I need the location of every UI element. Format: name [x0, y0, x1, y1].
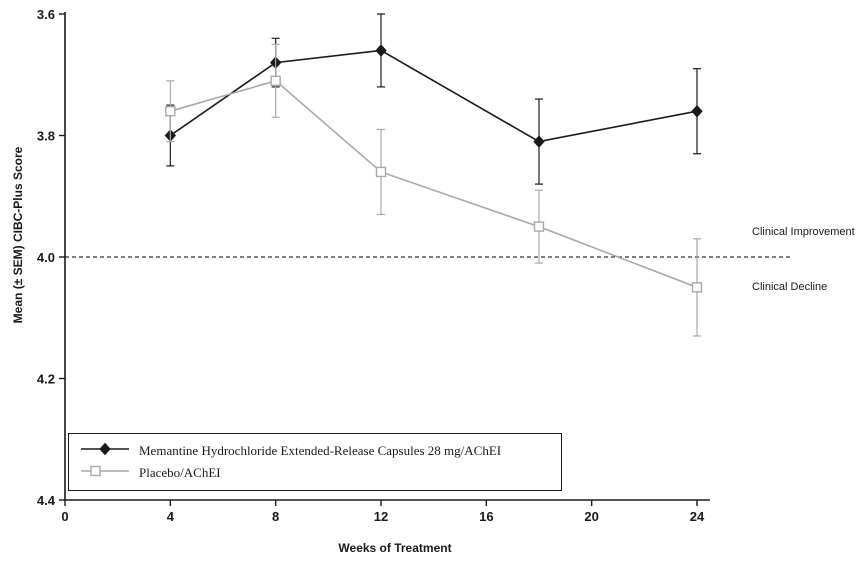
x-tick-label: 20: [584, 509, 598, 524]
clinical-decline-label: Clinical Decline: [752, 281, 828, 293]
clinical-improvement-label: Clinical Improvement: [752, 226, 855, 238]
y-tick-label: 4.4: [37, 493, 56, 508]
legend-item-memantine: Memantine Hydrochloride Extended-Release…: [79, 442, 561, 460]
legend-label-placebo: Placebo/AChEI: [139, 465, 221, 480]
x-tick-label: 4: [167, 509, 175, 524]
y-tick-label: 3.6: [37, 7, 55, 22]
legend-label-memantine: Memantine Hydrochloride Extended-Release…: [139, 443, 502, 458]
y-tick-label: 3.8: [37, 129, 55, 144]
x-tick-label: 16: [479, 509, 493, 524]
x-tick-label: 12: [374, 509, 388, 524]
x-tick-label: 8: [272, 509, 279, 524]
square-marker: [691, 282, 703, 293]
legend-sample-svg: [81, 465, 129, 476]
y-tick-label: 4.2: [37, 372, 55, 387]
legend-sample-svg: [81, 442, 129, 455]
diamond-marker: [533, 135, 545, 148]
x-tick-label: 24: [690, 509, 705, 524]
x-axis-title: Weeks of Treatment: [338, 541, 452, 555]
square-marker: [165, 105, 176, 117]
x-tick-label: 0: [61, 509, 68, 524]
y-axis-title: Mean (± SEM) CIBC-Plus Score: [11, 146, 25, 324]
placebo-line-sample-icon: [79, 463, 131, 484]
square-marker: [375, 166, 387, 178]
square-marker: [270, 75, 281, 87]
diamond-marker: [375, 44, 387, 57]
square-marker: [533, 221, 545, 232]
series-line-0: [169, 49, 698, 143]
legend-item-placebo: Placebo/AChEI: [79, 464, 561, 482]
memantine-line-sample-icon: [79, 441, 131, 462]
y-tick-label: 4.0: [37, 250, 55, 265]
legend-box: Memantine Hydrochloride Extended-Release…: [68, 433, 562, 491]
diamond-marker: [691, 104, 703, 118]
